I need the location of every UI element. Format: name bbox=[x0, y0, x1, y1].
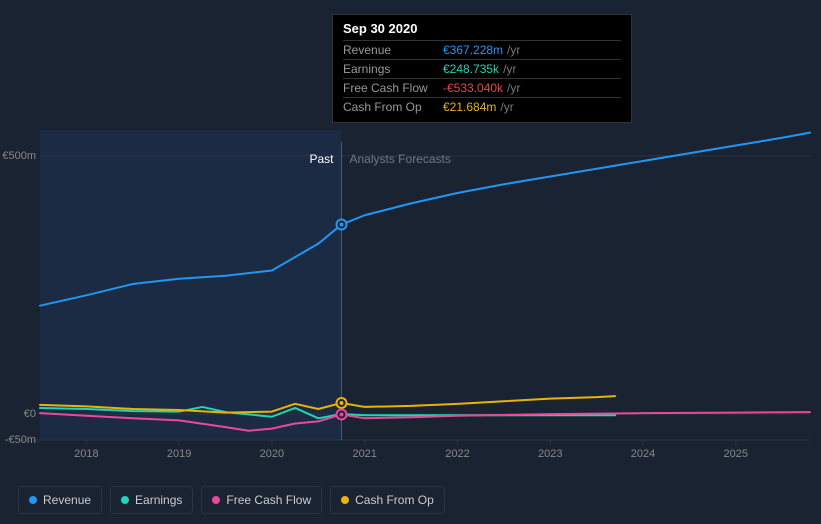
hover-tooltip: Sep 30 2020 Revenue€367.228m/yrEarnings€… bbox=[332, 14, 632, 123]
tooltip-metric-value: €21.684m bbox=[443, 100, 496, 114]
x-tick-label: 2018 bbox=[74, 448, 98, 460]
tooltip-metric-value: -€533.040k bbox=[443, 81, 503, 95]
tooltip-row: Revenue€367.228m/yr bbox=[343, 40, 621, 59]
legend-dot-icon bbox=[29, 496, 37, 504]
legend: Revenue Earnings Free Cash Flow Cash From O… bbox=[18, 486, 445, 514]
legend-item-revenue[interactable]: Revenue bbox=[18, 486, 102, 514]
tooltip-row: Free Cash Flow-€533.040k/yr bbox=[343, 78, 621, 97]
tooltip-date: Sep 30 2020 bbox=[343, 21, 621, 40]
y-tick-label: €0 bbox=[0, 408, 36, 420]
x-tick-label: 2025 bbox=[724, 448, 748, 460]
tooltip-metric-value: €248.735k bbox=[443, 62, 499, 76]
x-tick-label: 2021 bbox=[352, 448, 376, 460]
x-tick-label: 2020 bbox=[260, 448, 284, 460]
financial-chart: €500m €0 -€50m 2018 2019 2020 2021 2022 2023 202… bbox=[0, 0, 821, 524]
legend-dot-icon bbox=[121, 496, 129, 504]
forecast-region-label: Analysts Forecasts bbox=[350, 152, 451, 166]
past-region-label: Past bbox=[310, 152, 334, 166]
x-tick-label: 2019 bbox=[167, 448, 191, 460]
tooltip-row: Cash From Op€21.684m/yr bbox=[343, 97, 621, 116]
tooltip-metric-unit: /yr bbox=[507, 81, 520, 95]
tooltip-metric-unit: /yr bbox=[500, 100, 513, 114]
x-tick-label: 2024 bbox=[631, 448, 655, 460]
tooltip-metric-unit: /yr bbox=[507, 43, 520, 57]
legend-label: Revenue bbox=[43, 493, 91, 507]
legend-label: Free Cash Flow bbox=[226, 493, 311, 507]
legend-label: Earnings bbox=[135, 493, 182, 507]
x-tick-label: 2022 bbox=[445, 448, 469, 460]
legend-label: Cash From Op bbox=[355, 493, 434, 507]
legend-dot-icon bbox=[341, 496, 349, 504]
y-tick-label: -€50m bbox=[0, 434, 36, 446]
tooltip-metric-label: Earnings bbox=[343, 62, 443, 76]
y-tick-label: €500m bbox=[0, 150, 36, 162]
tooltip-row: Earnings€248.735k/yr bbox=[343, 59, 621, 78]
legend-item-earnings[interactable]: Earnings bbox=[110, 486, 193, 514]
tooltip-metric-label: Cash From Op bbox=[343, 100, 443, 114]
tooltip-metric-label: Free Cash Flow bbox=[343, 81, 443, 95]
legend-item-fcf[interactable]: Free Cash Flow bbox=[201, 486, 322, 514]
tooltip-metric-value: €367.228m bbox=[443, 43, 503, 57]
legend-dot-icon bbox=[212, 496, 220, 504]
legend-item-cfo[interactable]: Cash From Op bbox=[330, 486, 445, 514]
tooltip-metric-label: Revenue bbox=[343, 43, 443, 57]
tooltip-metric-unit: /yr bbox=[503, 62, 516, 76]
x-tick-label: 2023 bbox=[538, 448, 562, 460]
